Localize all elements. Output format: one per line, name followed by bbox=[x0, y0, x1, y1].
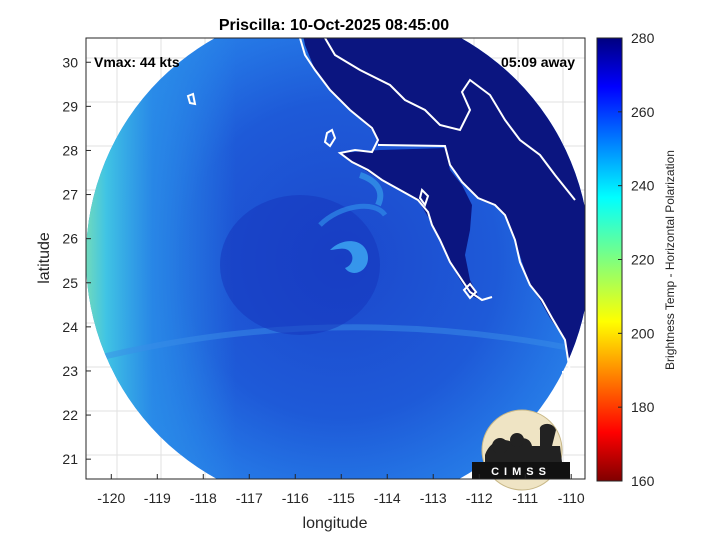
satellite-scene bbox=[86, 38, 585, 479]
y-tick-label: 23 bbox=[62, 363, 78, 379]
y-tick-label: 26 bbox=[62, 231, 78, 247]
time-away-label: 05:09 away bbox=[501, 54, 575, 70]
x-tick-label: -120 bbox=[97, 490, 125, 506]
x-tick-label: -113 bbox=[420, 490, 447, 506]
colorbar-tick-label: 180 bbox=[631, 399, 655, 415]
logo-text: CIMSS bbox=[491, 466, 551, 478]
x-tick-label: -110 bbox=[558, 490, 585, 506]
x-axis-ticks: -120 -119 -118 -117 -116 -115 -114 -113 -112 -111… bbox=[97, 474, 585, 506]
colorbar-tick-label: 260 bbox=[631, 104, 655, 120]
y-tick-label: 21 bbox=[62, 451, 78, 467]
x-tick-label: -114 bbox=[374, 490, 401, 506]
y-tick-label: 29 bbox=[62, 98, 78, 114]
colorbar-tick-label: 220 bbox=[631, 252, 655, 268]
y-tick-label: 28 bbox=[62, 142, 78, 158]
x-tick-label: -116 bbox=[282, 490, 309, 506]
y-tick-label: 22 bbox=[62, 407, 78, 423]
colorbar-tick-label: 200 bbox=[631, 325, 655, 341]
x-tick-label: -119 bbox=[144, 490, 171, 506]
axes-frame bbox=[85, 37, 586, 480]
x-axis-label: longitude bbox=[303, 515, 368, 532]
land-baja bbox=[340, 148, 480, 300]
x-tick-label: -111 bbox=[512, 490, 538, 506]
coastlines bbox=[186, 38, 576, 373]
cimss-logo: CIMSS bbox=[472, 409, 570, 491]
colorbar-tick-label: 280 bbox=[631, 30, 655, 46]
x-tick-label: -117 bbox=[236, 490, 263, 506]
y-tick-label: 27 bbox=[62, 187, 78, 203]
colorbar-label: Brightness Temp - Horizontal Polarizatio… bbox=[663, 150, 677, 370]
colorbar bbox=[596, 37, 623, 482]
storm-core bbox=[220, 172, 388, 335]
colorbar-tick-label: 240 bbox=[631, 178, 655, 194]
figure-title: Priscilla: 10-Oct-2025 08:45:00 bbox=[219, 17, 449, 34]
y-axis-label: latitude bbox=[36, 232, 53, 284]
x-tick-label: -112 bbox=[466, 490, 493, 506]
colorbar-ticks: 280 260 240 220 200 180 160 bbox=[618, 30, 655, 489]
y-axis-ticks: 30 29 28 27 26 25 24 23 22 21 bbox=[62, 54, 91, 467]
x-tick-label: -118 bbox=[190, 490, 217, 506]
y-tick-label: 25 bbox=[62, 275, 78, 291]
land-mainland bbox=[300, 38, 585, 420]
x-tick-label: -115 bbox=[328, 490, 355, 506]
y-tick-label: 24 bbox=[62, 319, 78, 335]
y-tick-label: 30 bbox=[62, 54, 78, 70]
vmax-label: Vmax: 44 kts bbox=[94, 54, 180, 70]
colorbar-tick-label: 160 bbox=[631, 473, 655, 489]
